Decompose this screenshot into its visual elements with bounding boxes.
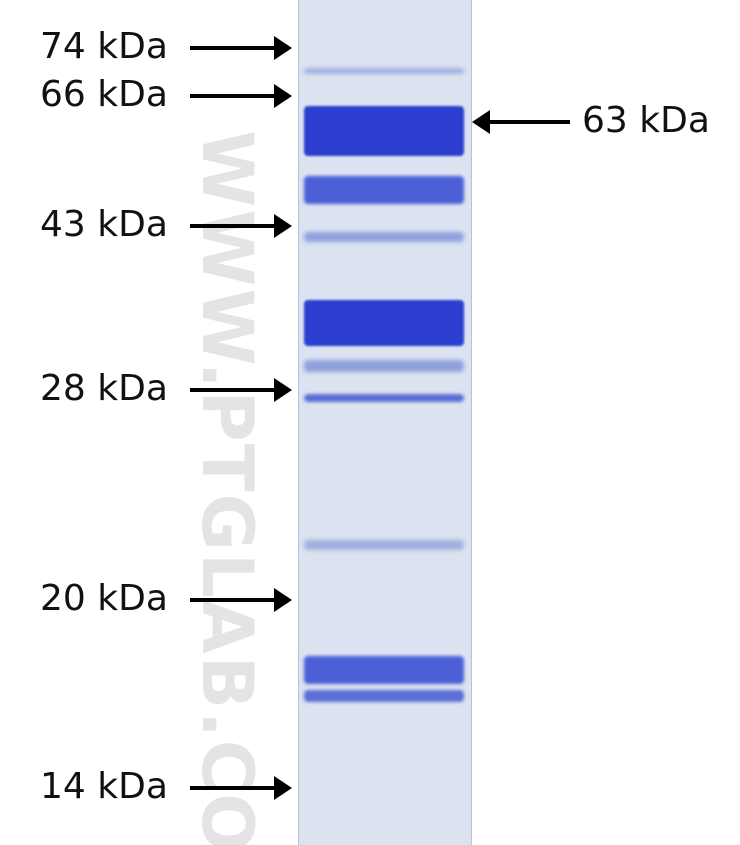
marker-label-left: 28 kDa	[40, 368, 168, 409]
gel-band	[304, 360, 464, 372]
gel-band	[304, 68, 464, 74]
arrow-right-icon	[190, 46, 274, 50]
gel-band	[304, 656, 464, 684]
gel-band	[304, 176, 464, 204]
gel-band	[304, 106, 464, 156]
gel-band	[304, 690, 464, 702]
gel-band	[304, 300, 464, 346]
marker-label-right: 63 kDa	[582, 100, 710, 141]
marker-label-left: 14 kDa	[40, 766, 168, 807]
watermark-text: WWW.PTGLAB.COM	[186, 130, 268, 845]
marker-label-left: 20 kDa	[40, 578, 168, 619]
arrow-right-icon	[190, 786, 274, 790]
gel-figure: WWW.PTGLAB.COM 74 kDa 66 kDa 43 kDa 28 kDa 2…	[0, 0, 740, 845]
marker-label-left: 66 kDa	[40, 74, 168, 115]
marker-label-left: 74 kDa	[40, 26, 168, 67]
gel-band	[304, 394, 464, 402]
arrow-left-icon	[490, 120, 570, 124]
arrow-right-icon	[190, 224, 274, 228]
arrow-right-icon	[190, 388, 274, 392]
arrow-right-icon	[190, 598, 274, 602]
gel-band	[304, 232, 464, 242]
marker-label-left: 43 kDa	[40, 204, 168, 245]
gel-band	[304, 540, 464, 550]
arrow-right-icon	[190, 94, 274, 98]
